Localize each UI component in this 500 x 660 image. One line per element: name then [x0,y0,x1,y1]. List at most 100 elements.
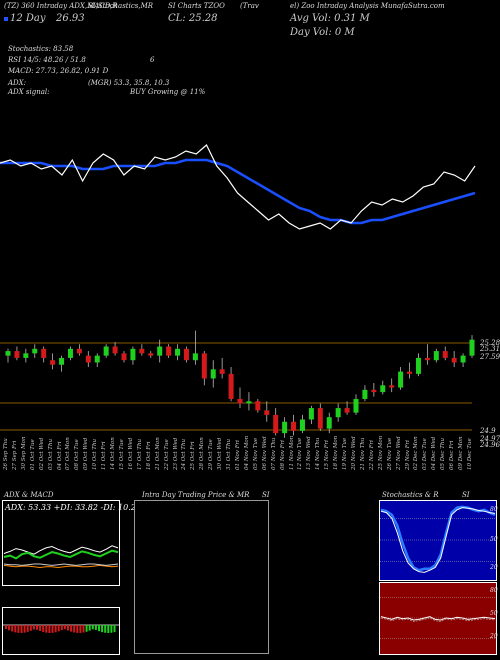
candle-body [353,398,359,413]
date-label: 10 Oct Thu [92,438,99,470]
date-label: 03 Oct Thu [47,438,54,470]
macd-hist-bar [17,625,20,633]
date-label: 24 Oct Thu [181,438,188,470]
candle-body [14,351,20,358]
adx-panel-title: ADX & MACD [4,491,54,499]
macd-hist-bar [48,625,51,633]
date-label: 14 Nov Thu [315,437,322,470]
header-12day: 12 Day [10,13,46,24]
candle-body [148,353,154,356]
price-label-5: 24.97 [480,435,500,443]
adx-readout: ADX: [8,79,27,87]
candle-body [139,348,145,354]
candle-body [130,348,136,361]
date-label: 23 Oct Wed [172,437,179,470]
macd-hist-bar [5,625,7,629]
date-label: 22 Oct Tue [163,439,170,470]
date-label: 27 Nov Wed [395,436,402,470]
date-label: 21 Oct Mon [154,437,161,470]
macd-hist-bar [82,625,85,633]
macd-hist-bar [101,625,104,633]
candle-body [228,373,234,399]
date-label: 27 Sep Fri [11,440,18,470]
date-label: 18 Nov Mon [333,435,340,470]
date-label: 02 Oct Wed [38,437,45,470]
candle-body [451,357,457,363]
candle-body [76,348,82,354]
candle-body [389,385,395,388]
candle-body [94,355,100,363]
date-label: 01 Nov Fri [235,440,241,470]
candle-body [121,353,127,361]
date-label: 25 Nov Mon [377,435,384,470]
rsi-line [380,616,496,621]
adx-signal-label: ADX signal: [8,88,50,96]
candle-body [157,346,163,356]
candle-body [308,408,314,420]
candle-body [264,410,270,415]
date-label: 08 Oct Tue [74,439,81,470]
header-title-part4: (Trav [240,2,259,10]
macd-hist-bar [36,625,38,630]
stoch-tick-50: 50 [490,536,498,543]
date-label: 11 Nov Mon [288,435,295,470]
macd-hist-bar [32,625,35,630]
candle-body [219,369,225,374]
date-label: 06 Dec Fri [449,440,456,470]
date-label: 04 Nov Mon [243,435,250,470]
date-label: 02 Dec Mon [413,436,420,470]
stoch-readout: Stochastics: 83.58 [8,45,74,53]
price-line-chart [0,144,476,230]
date-label: 07 Nov Thu [270,437,277,470]
date-label: 20 Nov Wed [351,436,357,470]
date-label: 26 Sep Thu [3,438,9,470]
stochastic-fast-line [380,507,496,573]
date-label: 29 Oct Tue [208,439,215,470]
candle-body [371,389,377,393]
price-label-1: 25.28 [480,339,500,347]
candle-body [362,389,368,399]
stoch-rsi-panel [379,500,497,655]
candle-body [175,348,181,356]
candle-body [112,346,118,354]
date-label: 22 Nov Fri [368,440,375,470]
candle-body [460,355,466,363]
date-label: 01 Oct Tue [29,439,36,470]
macd-hist-bar [110,625,113,633]
candle-body [5,351,11,356]
stoch-tick-80: 80 [490,506,498,513]
candle-body [299,419,305,431]
candle-body [380,385,386,393]
header-title-part1: (TZ) 360 Intraday ADX,MACD,R [4,2,118,10]
macd-hist-bar [57,625,60,632]
macd-hist-bar [26,625,29,632]
macd-hist-bar [76,625,79,633]
candle-body [282,421,288,434]
legend-square-icon [4,17,8,21]
stochastic-line [380,505,496,572]
candle-body [85,355,91,363]
intraday-panel [134,500,269,654]
macd-hist-bar [51,625,54,633]
macd-hist-bar [91,625,94,630]
candle-body [273,414,279,434]
candle-body [50,360,56,365]
candle-body [237,398,243,404]
stoch-panel-title2: SI [462,491,470,499]
date-label: 26 Nov Tue [386,437,393,470]
date-label: 14 Oct Mon [110,437,117,470]
candle-body [469,339,475,356]
adx-values-text: ADX: 53.33 +DI: 33.82 -DI: 10.29 [5,503,141,512]
candle-body [442,351,448,358]
date-label: 30 Oct Wed [217,437,224,470]
close-price-line [0,144,476,230]
adx-readout-values: (MGR) 53.3, 35.8, 10.3 [88,79,170,87]
date-label: 12 Nov Tue [297,437,304,470]
intraday-panel-title2: SI [262,491,270,499]
macd-hist-bar [23,625,26,633]
date-label: 28 Oct Mon [199,437,206,470]
date-label: 09 Oct Wed [83,437,90,470]
price-label-6: 24.96 [480,441,500,449]
day-volume: Day Vol: 0 M [290,27,355,38]
macd-hist-bar [94,625,97,630]
